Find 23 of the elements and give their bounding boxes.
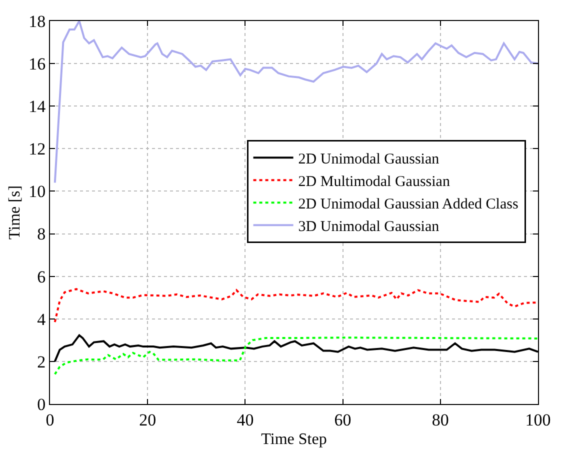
legend-label: 2D Unimodal Gaussian bbox=[298, 152, 440, 168]
y-tick-label: 10 bbox=[28, 182, 46, 202]
y-tick-label: 14 bbox=[28, 97, 46, 116]
x-tick-label: 20 bbox=[139, 410, 156, 430]
y-tick-label: 12 bbox=[28, 140, 46, 159]
x-tick-label: 100 bbox=[525, 410, 551, 430]
y-tick-label: 0 bbox=[37, 394, 46, 414]
y-tick-label: 18 bbox=[28, 12, 46, 31]
line-series bbox=[54, 288, 538, 324]
legend-label: 2D Unimodal Gaussian Added Class bbox=[298, 196, 518, 213]
y-axis-title: Time [s] bbox=[6, 185, 24, 240]
x-tick-label: 60 bbox=[334, 410, 352, 430]
y-tick-label: 2 bbox=[37, 352, 46, 372]
y-tick-label: 4 bbox=[37, 310, 46, 329]
x-tick-label: 80 bbox=[432, 410, 449, 430]
line-series bbox=[54, 336, 538, 376]
legend-label: 3D Unimodal Gaussian bbox=[298, 219, 440, 236]
x-tick-label: 40 bbox=[236, 410, 254, 430]
y-tick-label: 8 bbox=[37, 224, 46, 244]
y-tick-label: 16 bbox=[28, 54, 46, 74]
x-axis-title: Time Step bbox=[261, 431, 327, 448]
y-tick-label: 6 bbox=[37, 267, 46, 286]
legend-label: 2D Multimodal Gaussian bbox=[298, 174, 450, 190]
